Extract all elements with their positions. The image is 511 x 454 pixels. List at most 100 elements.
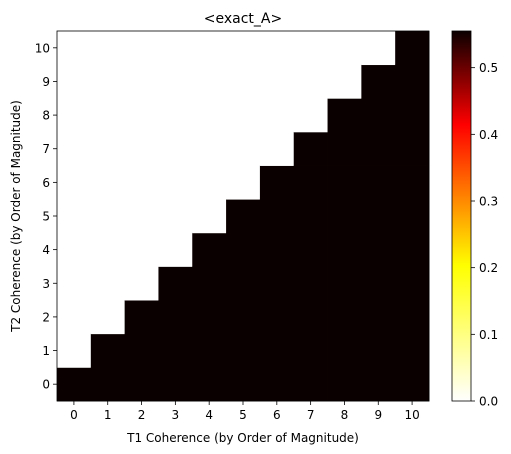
x-tick-label: 4 xyxy=(205,408,213,422)
colorbar-ticks: 0.0 0.1 0.2 0.3 0.4 0.5 xyxy=(471,61,498,409)
heatmap-cell-10-7 xyxy=(395,131,430,166)
heatmap-cell-4-6 xyxy=(192,165,227,200)
y-tick-label: 6 xyxy=(42,176,50,190)
x-tick-label: 2 xyxy=(138,408,146,422)
heatmap-cell-7-9 xyxy=(293,64,328,99)
heatmap-cell-2-10 xyxy=(124,31,159,66)
heatmap-cell-5-0 xyxy=(226,367,261,402)
heatmap-cell-2-6 xyxy=(124,165,159,200)
x-tick-label: 9 xyxy=(374,408,382,422)
heatmap-cell-2-0 xyxy=(124,367,159,402)
heatmap-cell-9-9 xyxy=(361,64,396,99)
heatmap-cell-3-1 xyxy=(158,333,193,368)
x-tick-label: 6 xyxy=(273,408,281,422)
heatmap-cell-4-3 xyxy=(192,266,227,301)
heatmap-cell-5-1 xyxy=(226,333,261,368)
heatmap-cell-10-5 xyxy=(395,199,430,234)
heatmap-cell-1-7 xyxy=(90,131,126,166)
heatmap-cell-0-2 xyxy=(57,300,92,335)
heatmap-cell-9-8 xyxy=(361,98,396,133)
x-tick-label: 5 xyxy=(239,408,247,422)
heatmap-cell-4-2 xyxy=(192,300,227,335)
heatmap-cell-9-7 xyxy=(361,131,396,166)
heatmap-cell-0-5 xyxy=(57,199,92,234)
heatmap-cell-9-4 xyxy=(361,232,396,267)
heatmap-cell-9-3 xyxy=(361,266,396,301)
y-tick-label: 1 xyxy=(42,344,50,358)
heatmap-cell-0-0 xyxy=(57,367,92,402)
heatmap-cell-0-6 xyxy=(57,165,92,200)
heatmap-cell-3-8 xyxy=(158,98,193,133)
heatmap-cell-1-6 xyxy=(90,165,126,200)
heatmap-cell-6-6 xyxy=(259,165,295,200)
x-tick-label: 3 xyxy=(172,408,180,422)
heatmap-cell-3-5 xyxy=(158,199,193,234)
x-tick-label: 7 xyxy=(307,408,315,422)
heatmap-cell-6-4 xyxy=(259,232,295,267)
heatmap-cell-0-7 xyxy=(57,131,92,166)
heatmap-cell-8-6 xyxy=(327,165,362,200)
heatmap-cell-5-2 xyxy=(226,300,261,335)
heatmap-cell-6-5 xyxy=(259,199,295,234)
heatmap-cell-8-5 xyxy=(327,199,362,234)
heatmap-cell-7-3 xyxy=(293,266,328,301)
heatmap-cell-2-4 xyxy=(124,232,159,267)
x-tick-label: 8 xyxy=(341,408,349,422)
heatmap-cell-1-8 xyxy=(90,98,126,133)
colorbar-tick-label: 0.2 xyxy=(479,261,498,275)
heatmap-cell-7-4 xyxy=(293,232,328,267)
x-axis-ticks: 0 1 2 3 4 5 6 7 8 9 10 xyxy=(70,401,420,422)
heatmap-cell-5-5 xyxy=(226,199,261,234)
heatmap-cell-2-9 xyxy=(124,64,159,99)
colorbar-tick-label: 0.3 xyxy=(479,195,498,209)
heatmap-cell-7-10 xyxy=(293,31,328,66)
heatmap-cell-0-9 xyxy=(57,64,92,99)
heatmap-cell-8-8 xyxy=(327,98,362,133)
heatmap-cell-8-3 xyxy=(327,266,362,301)
y-tick-label: 0 xyxy=(42,378,50,392)
y-tick-label: 9 xyxy=(42,75,50,89)
heatmap-cell-3-6 xyxy=(158,165,193,200)
heatmap-cell-4-0 xyxy=(192,367,227,402)
heatmap-cell-6-9 xyxy=(259,64,295,99)
heatmap-cell-9-5 xyxy=(361,199,396,234)
chart-title: <exact_A> xyxy=(204,11,282,27)
heatmap-cell-5-7 xyxy=(226,131,261,166)
x-axis-label: T1 Coherence (by Order of Magnitude) xyxy=(126,431,359,445)
heatmap-cell-10-0 xyxy=(395,367,430,402)
heatmap-cell-1-4 xyxy=(90,232,126,267)
heatmap-cell-10-8 xyxy=(395,98,430,133)
heatmap-cell-8-1 xyxy=(327,333,362,368)
heatmap-cell-4-5 xyxy=(192,199,227,234)
heatmap-cell-10-6 xyxy=(395,165,430,200)
y-tick-label: 8 xyxy=(42,109,50,123)
x-tick-label: 1 xyxy=(104,408,112,422)
colorbar-tick-label: 0.1 xyxy=(479,328,498,342)
heatmap-cell-9-0 xyxy=(361,367,396,402)
heatmap-cell-3-4 xyxy=(158,232,193,267)
heatmap-cell-7-8 xyxy=(293,98,328,133)
heatmap-cell-2-1 xyxy=(124,333,159,368)
heatmap-cell-3-2 xyxy=(158,300,193,335)
heatmap-cell-6-3 xyxy=(259,266,295,301)
heatmap-cell-8-7 xyxy=(327,131,362,166)
heatmap-cell-1-10 xyxy=(90,31,126,66)
heatmap-cell-3-0 xyxy=(158,367,193,402)
heatmap-cell-5-10 xyxy=(226,31,261,66)
heatmap-cell-6-0 xyxy=(259,367,295,402)
heatmap-cell-10-10 xyxy=(395,31,430,66)
y-tick-label: 7 xyxy=(42,142,50,156)
heatmap-cell-2-8 xyxy=(124,98,159,133)
heatmap-cell-5-3 xyxy=(226,266,261,301)
heatmap-cell-9-6 xyxy=(361,165,396,200)
y-tick-label: 4 xyxy=(42,243,50,257)
heatmap-cell-2-5 xyxy=(124,199,159,234)
heatmap-cell-8-2 xyxy=(327,300,362,335)
heatmap-cell-5-9 xyxy=(226,64,261,99)
heatmap-cell-6-10 xyxy=(259,31,295,66)
heatmap-cell-8-10 xyxy=(327,31,362,66)
heatmap-cell-2-7 xyxy=(124,131,159,166)
heatmap-cell-7-1 xyxy=(293,333,328,368)
heatmap-cell-9-1 xyxy=(361,333,396,368)
